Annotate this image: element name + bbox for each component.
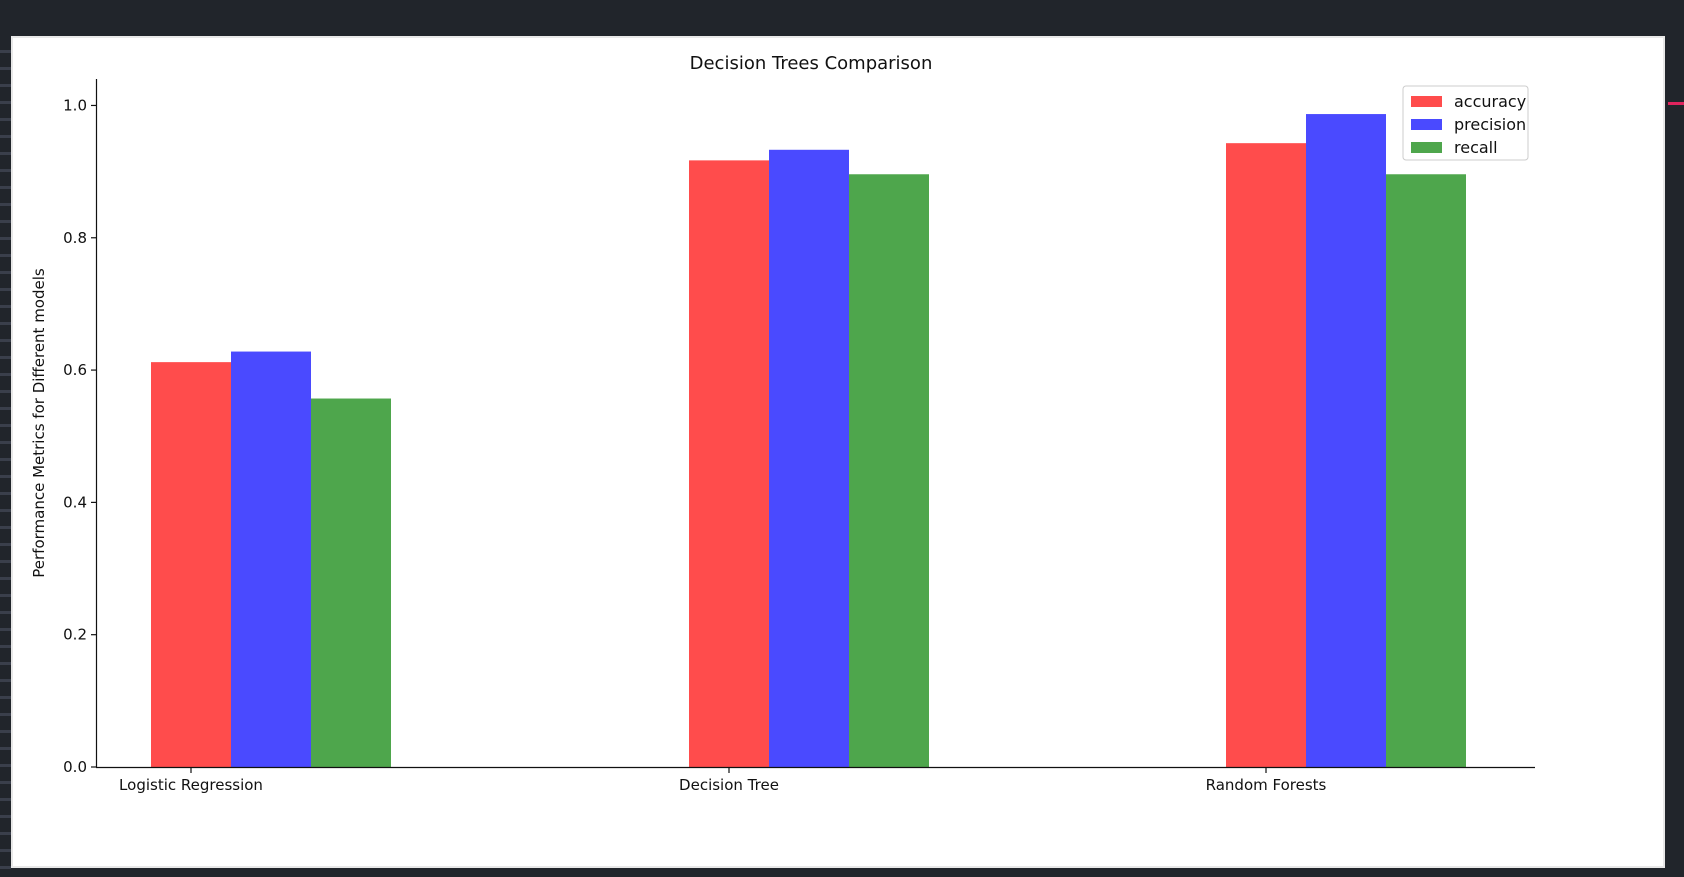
x-tick-label: Random Forests — [1206, 776, 1327, 794]
y-axis-label: Performance Metrics for Different models — [30, 268, 48, 578]
x-ticks: Logistic Regression Decision Tree Random F… — [119, 767, 1327, 794]
bar-accuracy — [689, 160, 769, 767]
bar-precision — [1306, 114, 1386, 768]
axes — [95, 79, 1535, 769]
bars — [151, 114, 1466, 768]
x-tick-label: Logistic Regression — [119, 776, 263, 794]
y-tick-label: 0.6 — [63, 361, 87, 379]
chart-title: Decision Trees Comparison — [690, 53, 933, 74]
y-tick-label: 0.4 — [63, 493, 87, 511]
editor-top-bar — [0, 0, 1684, 36]
y-ticks: 0.0 0.2 0.4 0.6 0.8 1.0 — [63, 96, 97, 776]
chart-figure: Decision Trees Comparison Performance Me… — [11, 36, 1665, 868]
legend-label-precision: precision — [1454, 115, 1526, 134]
editor-scrollbar-track[interactable] — [1666, 36, 1684, 877]
bar-recall — [849, 174, 929, 767]
bar-recall — [311, 398, 391, 767]
bar-precision — [769, 149, 849, 767]
bar-accuracy — [1226, 143, 1306, 768]
y-tick-label: 1.0 — [63, 96, 87, 114]
legend-label-accuracy: accuracy — [1454, 92, 1526, 111]
legend-label-recall: recall — [1454, 138, 1498, 157]
bar-precision — [231, 351, 311, 767]
bar-recall — [1386, 174, 1466, 767]
y-tick-label: 0.0 — [63, 758, 87, 776]
legend-swatch-precision — [1411, 119, 1442, 130]
scrollbar-marker — [1668, 102, 1684, 105]
y-tick-label: 0.2 — [63, 626, 87, 644]
y-tick-label: 0.8 — [63, 229, 87, 247]
bar-accuracy — [151, 362, 231, 767]
legend: accuracy precision recall — [1402, 85, 1529, 161]
legend-swatch-accuracy — [1411, 96, 1442, 107]
legend-swatch-recall — [1411, 142, 1442, 153]
x-tick-label: Decision Tree — [679, 776, 779, 794]
editor-line-gutter — [0, 36, 11, 877]
bar-chart: Decision Trees Comparison Performance Me… — [30, 53, 1535, 794]
